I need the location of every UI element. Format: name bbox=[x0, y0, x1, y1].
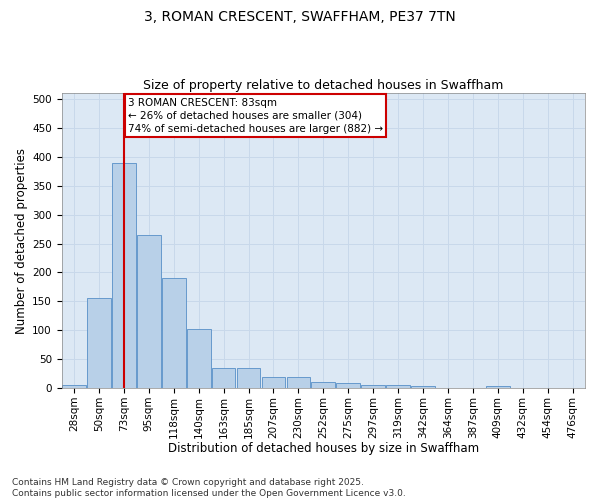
Bar bbox=[486, 386, 509, 388]
Bar bbox=[187, 328, 211, 388]
Text: Contains HM Land Registry data © Crown copyright and database right 2025.
Contai: Contains HM Land Registry data © Crown c… bbox=[12, 478, 406, 498]
Text: 3 ROMAN CRESCENT: 83sqm
← 26% of detached houses are smaller (304)
74% of semi-d: 3 ROMAN CRESCENT: 83sqm ← 26% of detache… bbox=[128, 98, 383, 134]
Bar bbox=[337, 384, 360, 388]
Bar bbox=[212, 368, 235, 388]
Bar bbox=[87, 298, 111, 388]
Bar bbox=[386, 385, 410, 388]
Bar bbox=[361, 385, 385, 388]
Bar bbox=[287, 376, 310, 388]
Bar bbox=[262, 376, 286, 388]
Text: 3, ROMAN CRESCENT, SWAFFHAM, PE37 7TN: 3, ROMAN CRESCENT, SWAFFHAM, PE37 7TN bbox=[144, 10, 456, 24]
Bar bbox=[411, 386, 435, 388]
Bar bbox=[237, 368, 260, 388]
Bar bbox=[162, 278, 185, 388]
Bar bbox=[112, 162, 136, 388]
Title: Size of property relative to detached houses in Swaffham: Size of property relative to detached ho… bbox=[143, 79, 503, 92]
X-axis label: Distribution of detached houses by size in Swaffham: Distribution of detached houses by size … bbox=[168, 442, 479, 455]
Bar bbox=[137, 235, 161, 388]
Y-axis label: Number of detached properties: Number of detached properties bbox=[15, 148, 28, 334]
Bar bbox=[62, 385, 86, 388]
Bar bbox=[311, 382, 335, 388]
